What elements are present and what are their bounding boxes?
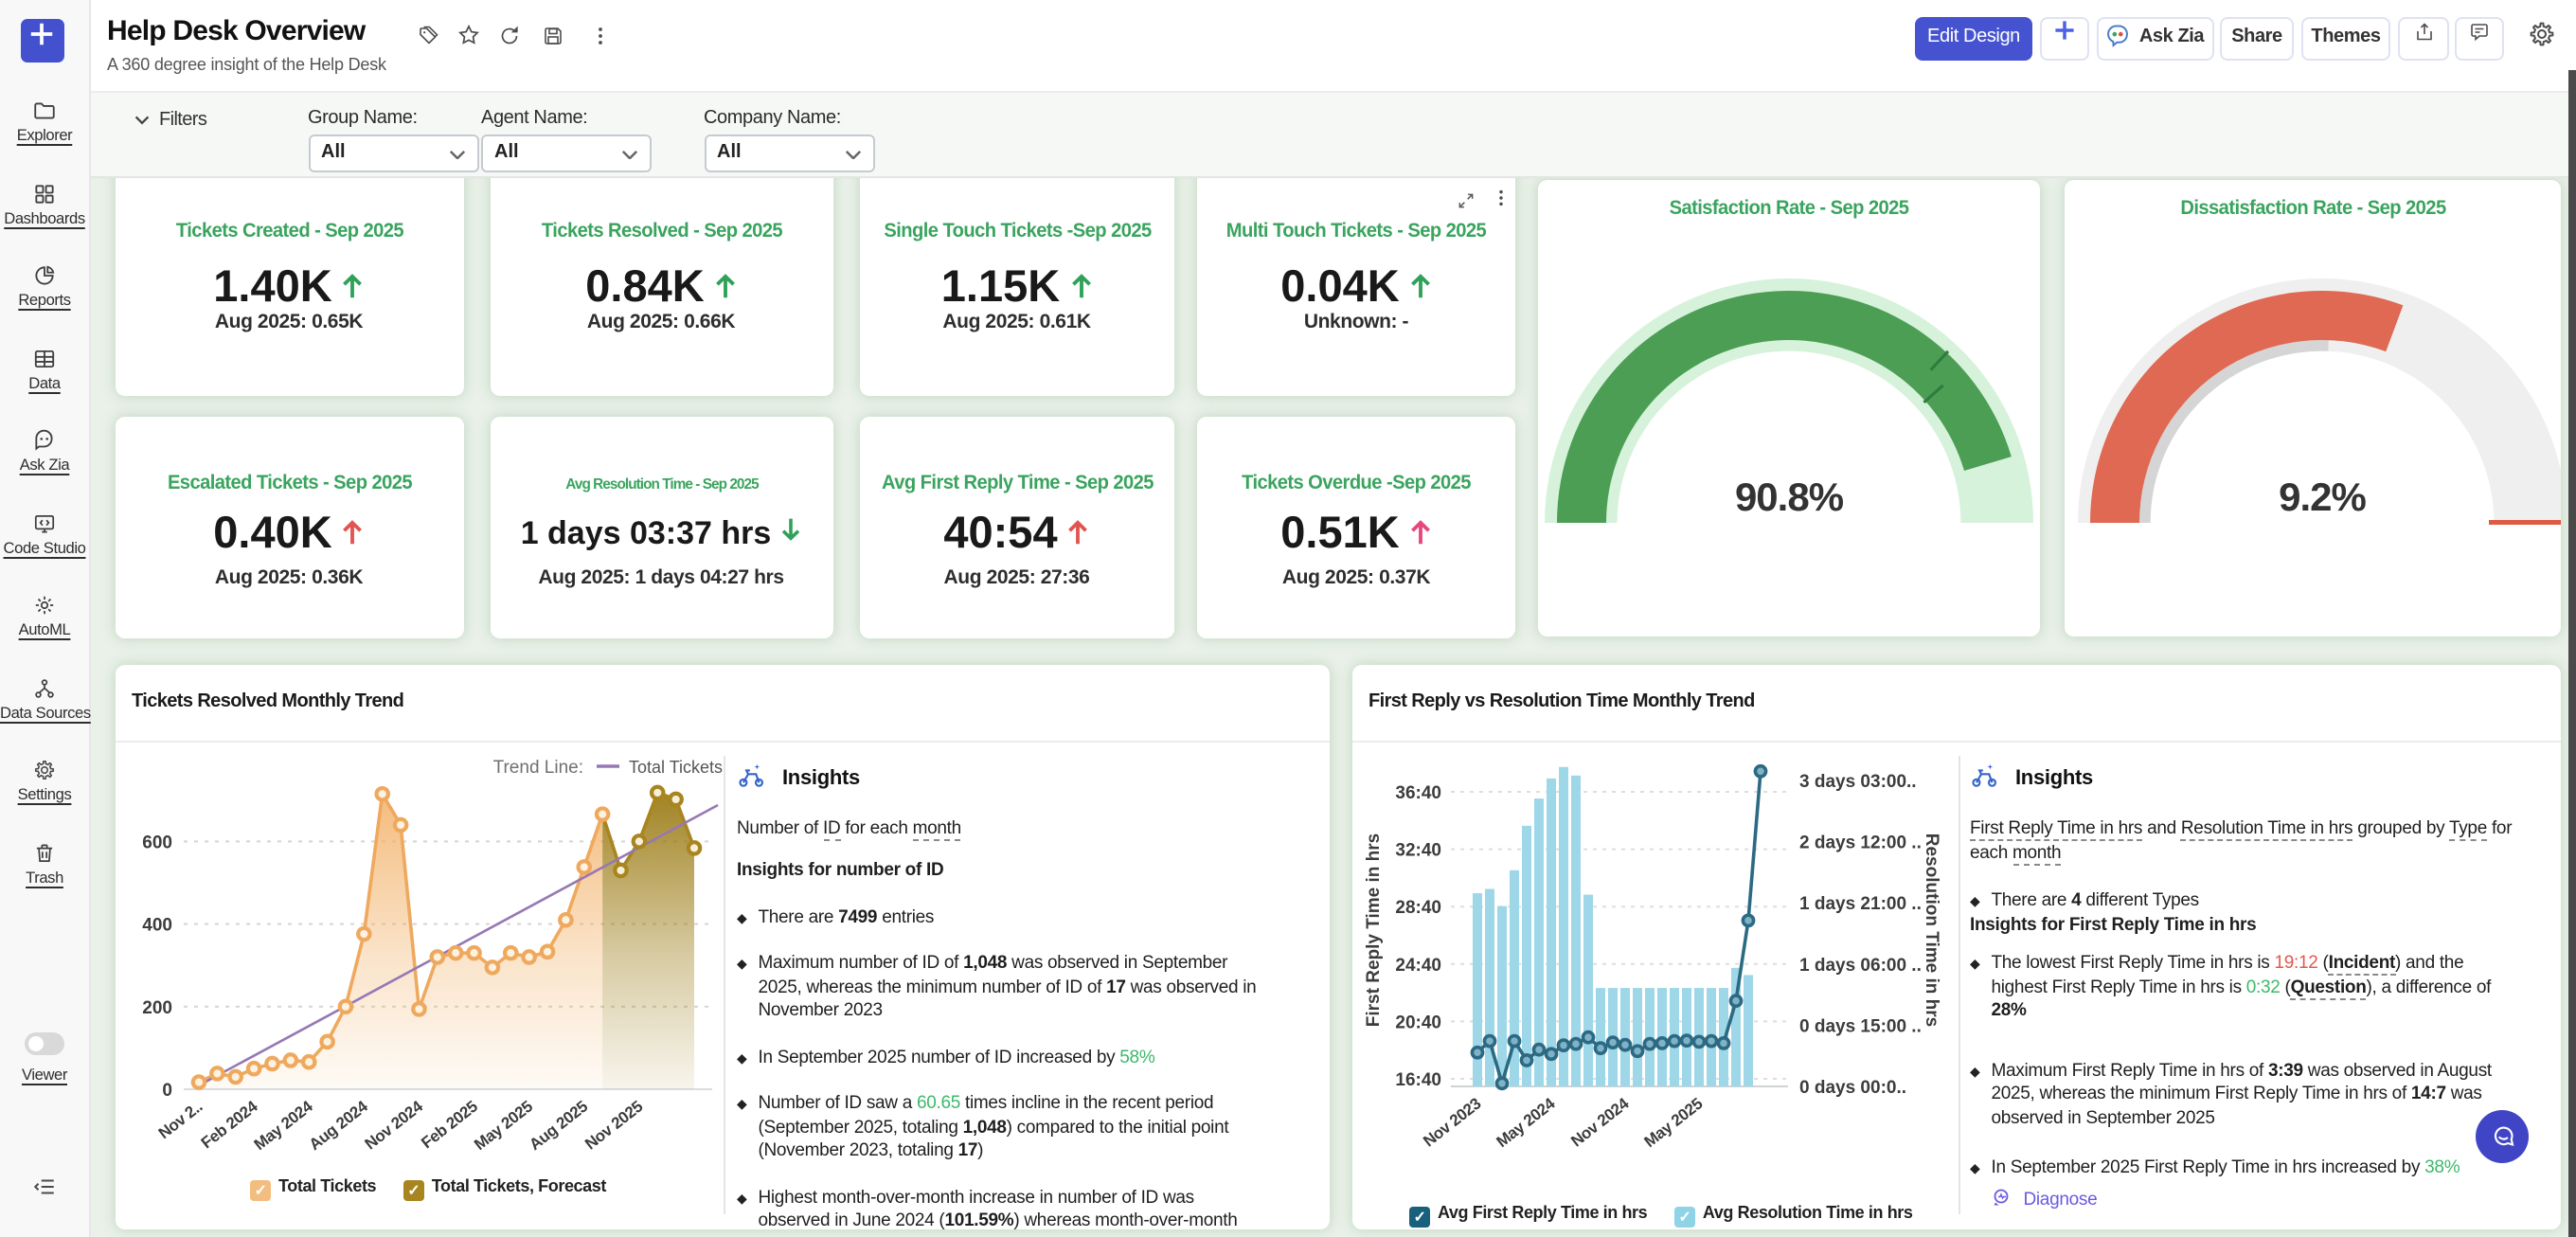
svg-text:Resolution Time in hrs: Resolution Time in hrs [1922, 834, 1941, 1027]
svg-text:Aug 2024: Aug 2024 [306, 1097, 371, 1154]
svg-text:May 2025: May 2025 [1640, 1095, 1706, 1152]
svg-text:Nov 2025: Nov 2025 [581, 1098, 646, 1154]
svg-text:Aug 2025: Aug 2025 [526, 1098, 591, 1155]
svg-text:Nov 2024: Nov 2024 [1567, 1094, 1633, 1151]
svg-text:9.2%: 9.2% [2278, 475, 2365, 519]
svg-text:200: 200 [142, 998, 172, 1018]
svg-text:0 days 15:00 ..: 0 days 15:00 .. [1799, 1016, 1922, 1036]
svg-text:600: 600 [142, 833, 172, 852]
svg-text:2 days 12:00 ..: 2 days 12:00 .. [1799, 834, 1922, 853]
svg-text:32:40: 32:40 [1395, 841, 1441, 861]
svg-text:Trend Line:: Trend Line: [493, 758, 583, 778]
svg-text:May 2024: May 2024 [251, 1097, 317, 1154]
svg-text:24:40: 24:40 [1395, 956, 1441, 976]
svg-text:28:40: 28:40 [1395, 898, 1441, 918]
svg-text:Feb 2024: Feb 2024 [198, 1097, 261, 1152]
svg-text:May 2025: May 2025 [471, 1098, 536, 1155]
svg-text:May 2024: May 2024 [1493, 1094, 1559, 1151]
svg-text:Nov 2024: Nov 2024 [362, 1097, 427, 1154]
svg-text:36:40: 36:40 [1395, 783, 1441, 803]
svg-text:1 days 06:00 ..: 1 days 06:00 .. [1799, 956, 1922, 976]
svg-text:0: 0 [162, 1081, 172, 1101]
svg-text:Total Tickets: Total Tickets [629, 758, 723, 777]
svg-text:First Reply Time in hrs: First Reply Time in hrs [1364, 834, 1384, 1027]
svg-text:400: 400 [142, 916, 172, 936]
svg-text:0 days 00:0..: 0 days 00:0.. [1799, 1078, 1906, 1098]
svg-text:1 days 21:00 ..: 1 days 21:00 .. [1799, 894, 1922, 914]
svg-text:Nov 2..: Nov 2.. [155, 1098, 206, 1143]
svg-text:20:40: 20:40 [1395, 1013, 1441, 1032]
svg-text:16:40: 16:40 [1395, 1070, 1441, 1090]
svg-text:Feb 2025: Feb 2025 [418, 1098, 481, 1153]
svg-text:3 days 03:00..: 3 days 03:00.. [1799, 772, 1917, 792]
svg-text:90.8%: 90.8% [1735, 475, 1844, 519]
svg-text:Nov 2023: Nov 2023 [1420, 1095, 1484, 1151]
